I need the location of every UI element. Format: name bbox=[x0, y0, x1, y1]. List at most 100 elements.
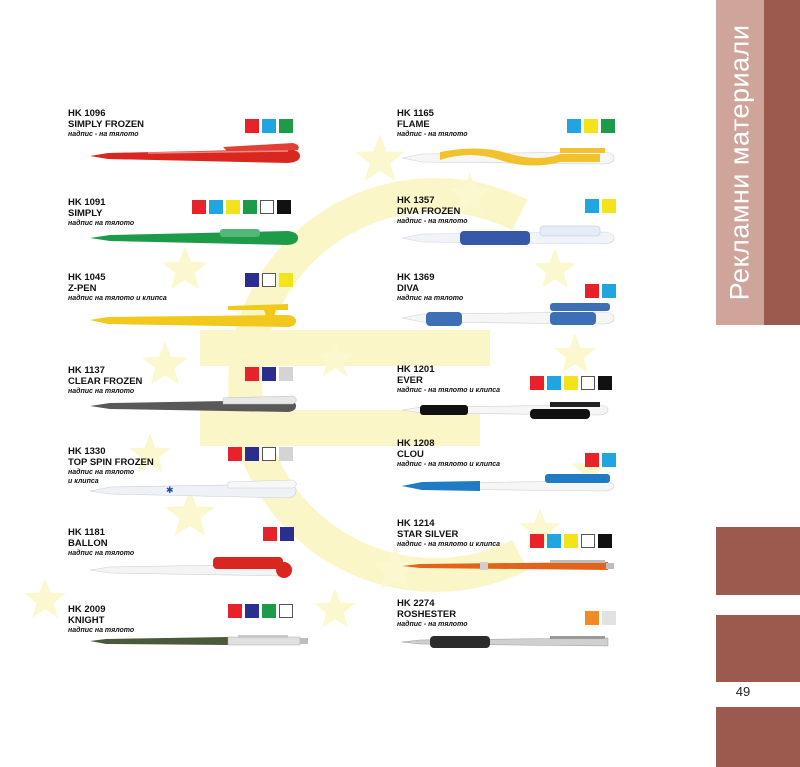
product-note-line2: и клипса bbox=[68, 478, 99, 485]
color-swatch bbox=[567, 119, 581, 133]
product-hk1045: HK 1045 Z-PEN надпис на тялото и клипса bbox=[68, 272, 167, 303]
color-swatch bbox=[530, 376, 544, 390]
product-hk1165: HK 1165 FLAME надпис - на тялото bbox=[397, 108, 467, 139]
product-note: надпис на тялото и клипса bbox=[68, 295, 167, 302]
product-note: надпис - на тялото bbox=[68, 131, 139, 138]
pen-image bbox=[401, 148, 615, 166]
product-name: TOP SPIN FROZEN bbox=[68, 457, 154, 468]
color-swatch bbox=[279, 119, 293, 133]
product-code: HK 1369 bbox=[397, 272, 435, 283]
pen-image bbox=[90, 229, 298, 245]
product-code: HK 1165 bbox=[397, 108, 434, 119]
color-swatches bbox=[245, 119, 293, 133]
color-swatch bbox=[279, 447, 293, 461]
color-swatch bbox=[280, 527, 294, 541]
color-swatches bbox=[263, 527, 294, 541]
product-hk1096: HK 1096 SIMPLY FROZEN надпис - на тялото bbox=[68, 108, 144, 139]
product-note: надпис на тялото bbox=[68, 388, 135, 395]
color-swatch bbox=[245, 447, 259, 461]
color-swatches bbox=[192, 200, 291, 214]
color-swatch bbox=[584, 119, 598, 133]
color-swatch bbox=[598, 376, 612, 390]
color-swatch bbox=[279, 367, 293, 381]
color-swatch bbox=[228, 604, 242, 618]
pen-image bbox=[401, 474, 615, 492]
color-swatch bbox=[585, 611, 599, 625]
star-decoration bbox=[519, 508, 561, 548]
color-swatches bbox=[567, 119, 615, 133]
color-swatch bbox=[245, 273, 259, 287]
color-swatch bbox=[263, 527, 277, 541]
product-note: надпис на тялото bbox=[68, 469, 135, 476]
pen-image bbox=[401, 303, 615, 326]
pen-image: ✱ bbox=[89, 479, 297, 499]
color-swatches bbox=[585, 284, 616, 298]
color-swatch bbox=[581, 376, 595, 390]
product-code: HK 1330 bbox=[68, 446, 106, 457]
color-swatch bbox=[209, 200, 223, 214]
product-name: DIVA FROZEN bbox=[397, 206, 461, 217]
product-name: EVER bbox=[397, 375, 423, 386]
color-swatch bbox=[260, 200, 274, 214]
star-decoration bbox=[314, 588, 356, 628]
decorative-block bbox=[716, 527, 800, 595]
product-name: DIVA bbox=[397, 283, 419, 294]
color-swatch bbox=[547, 376, 561, 390]
color-swatch bbox=[585, 284, 599, 298]
product-note: надпис на тялото bbox=[68, 220, 135, 227]
product-note: надпис на тялото bbox=[68, 550, 135, 557]
decorative-block bbox=[716, 615, 800, 682]
star-decoration bbox=[129, 433, 171, 473]
star-decoration bbox=[316, 340, 354, 377]
product-note: надпис - на тялото bbox=[397, 621, 468, 628]
color-swatch bbox=[262, 447, 276, 461]
pen-image bbox=[90, 635, 308, 646]
color-swatch bbox=[262, 604, 276, 618]
product-name: Z-PEN bbox=[68, 283, 97, 294]
star-decoration bbox=[142, 341, 188, 385]
product-code: HK 1201 bbox=[397, 364, 435, 375]
product-note: надпис - на тялото bbox=[397, 131, 468, 138]
pen-image bbox=[90, 395, 297, 412]
color-swatches bbox=[530, 376, 612, 390]
product-hk1214: HK 1214 STAR SILVER надпис - на тялото и… bbox=[397, 518, 500, 549]
color-swatch bbox=[585, 199, 599, 213]
color-swatches bbox=[585, 199, 616, 213]
color-swatches bbox=[585, 611, 616, 625]
product-note: надпис на тялото bbox=[397, 295, 464, 302]
color-swatch bbox=[245, 604, 259, 618]
color-swatches bbox=[245, 367, 293, 381]
color-swatch bbox=[602, 199, 616, 213]
color-swatch bbox=[262, 273, 276, 287]
color-swatch bbox=[262, 119, 276, 133]
color-swatch bbox=[279, 273, 293, 287]
color-swatch bbox=[585, 453, 599, 467]
product-name: STAR SILVER bbox=[397, 529, 459, 540]
product-name: CLEAR FROZEN bbox=[68, 376, 143, 387]
product-name: BALLON bbox=[68, 538, 108, 549]
product-hk1181: HK 1181 BALLON надпис на тялото bbox=[68, 527, 134, 558]
star-decoration bbox=[372, 546, 418, 590]
star-decoration bbox=[534, 248, 576, 288]
product-code: HK 1208 bbox=[397, 438, 435, 449]
star-decoration bbox=[165, 489, 215, 536]
product-hk1091: HK 1091 SIMPLY надпис на тялото bbox=[68, 197, 134, 228]
product-name: KNIGHT bbox=[68, 615, 105, 626]
star-decoration bbox=[355, 134, 405, 181]
pen-image bbox=[401, 402, 609, 419]
color-swatch bbox=[602, 284, 616, 298]
product-hk2274: HK 2274 ROSHESTER надпис - на тялото bbox=[397, 598, 467, 629]
color-swatches bbox=[530, 534, 612, 548]
page-number: 49 bbox=[735, 684, 751, 699]
color-swatch bbox=[279, 604, 293, 618]
color-swatch bbox=[192, 200, 206, 214]
star-decoration bbox=[571, 450, 609, 487]
product-hk1208: HK 1208 CLOU надпис - на тялото и клипса bbox=[397, 438, 500, 469]
color-swatch bbox=[530, 534, 544, 548]
color-swatch bbox=[243, 200, 257, 214]
color-swatch bbox=[228, 447, 242, 461]
star-decoration bbox=[554, 333, 596, 373]
product-code: HK 2009 bbox=[68, 604, 106, 615]
product-name: FLAME bbox=[397, 119, 430, 130]
